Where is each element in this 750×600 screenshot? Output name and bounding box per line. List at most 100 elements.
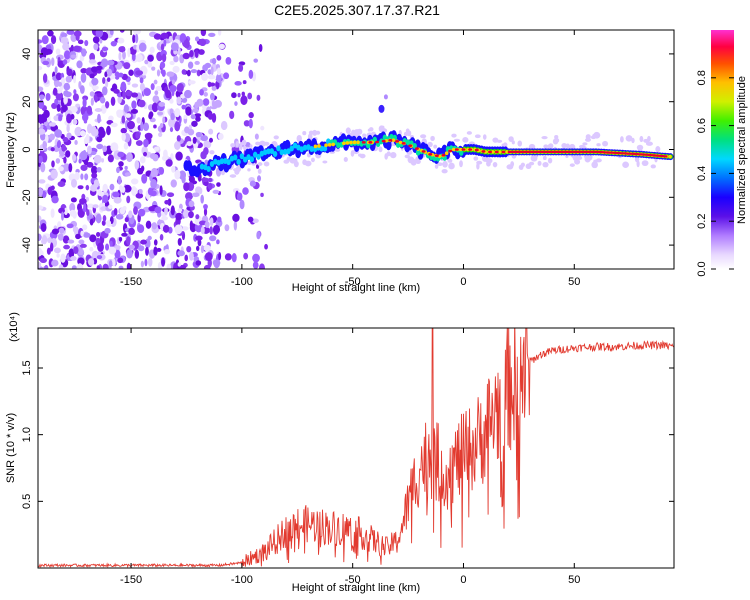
trace-core-cell: [213, 158, 218, 165]
noise-cell: [92, 204, 99, 209]
noise-cell: [175, 212, 183, 221]
noise-cell: [173, 55, 179, 63]
noise-cell: [200, 135, 209, 142]
trace-core-cell: [356, 140, 360, 145]
noise-cell: [105, 101, 110, 109]
noise-cell: [248, 112, 254, 119]
noise-cell: [110, 122, 118, 128]
halo-cell: [247, 168, 251, 172]
trace-core-cell: [229, 155, 235, 162]
halo-cell: [368, 127, 374, 132]
halo-cell: [234, 168, 240, 175]
trace-core-cell: [206, 166, 211, 173]
noise-cell: [188, 176, 195, 183]
halo-cell: [310, 157, 315, 163]
halo-cell: [386, 151, 391, 157]
noise-cell: [248, 118, 253, 129]
noise-cell: [126, 120, 135, 130]
noise-cell: [134, 160, 140, 170]
noise-cell: [130, 108, 139, 114]
noise-cell: [194, 113, 202, 118]
noise-cell: [207, 74, 216, 80]
halo-cell: [462, 137, 469, 143]
colorbar-tick-label: 0.0: [696, 261, 708, 276]
noise-cell: [140, 121, 144, 132]
noise-cell: [216, 182, 221, 187]
y-tick-label: 1.5: [21, 360, 33, 375]
noise-cell: [70, 113, 75, 120]
noise-cell: [258, 263, 265, 269]
noise-cell: [95, 213, 102, 224]
halo-cell: [530, 154, 538, 162]
noise-cell: [135, 131, 141, 139]
noise-cell: [51, 57, 55, 66]
noise-cell: [194, 222, 203, 233]
noise-cell: [55, 158, 61, 164]
noise-cell: [212, 189, 220, 194]
noise-cell: [102, 183, 108, 193]
noise-cell: [151, 66, 156, 71]
noise-cell: [113, 196, 122, 204]
halo-cell: [257, 168, 262, 174]
noise-cell: [109, 30, 114, 36]
noise-cell: [126, 249, 133, 259]
noise-cell: [105, 243, 110, 251]
noise-cell: [238, 64, 244, 72]
noise-cell: [138, 188, 143, 195]
noise-cell: [86, 105, 93, 115]
noise-cell: [115, 213, 124, 220]
noise-cell: [45, 92, 51, 101]
noise-cell: [90, 125, 97, 135]
noise-cell: [136, 117, 141, 124]
noise-cell: [118, 237, 123, 242]
noise-cell: [41, 235, 48, 245]
noise-cell: [38, 261, 42, 268]
halo-cell: [554, 135, 559, 140]
trace-peak-cell: [421, 150, 426, 153]
halo-cell: [283, 159, 290, 164]
colorbar-tick-label: 0.4: [696, 166, 708, 181]
halo-cell: [230, 143, 236, 148]
halo-cell: [574, 158, 581, 165]
chart-title: C2E5.2025.307.17.37.R21: [274, 2, 440, 18]
noise-cell: [252, 261, 259, 269]
noise-cell: [47, 186, 52, 196]
noise-cell: [209, 226, 213, 235]
noise-cell: [150, 83, 155, 91]
noise-cell: [47, 30, 54, 37]
trace-core-cell: [319, 145, 324, 152]
x-tick-label: -150: [120, 276, 142, 288]
trace-core-cell: [342, 141, 346, 146]
noise-cell: [198, 220, 207, 226]
halo-cell: [639, 135, 644, 143]
halo-cell: [596, 143, 601, 147]
trace-core-cell: [209, 160, 215, 167]
noise-cell: [123, 184, 132, 193]
trace-core-cell: [326, 138, 331, 145]
noise-cell: [42, 73, 48, 84]
noise-cell: [50, 35, 57, 45]
noise-cell: [200, 226, 205, 235]
halo-cell: [249, 144, 253, 148]
noise-cell: [124, 217, 129, 223]
noise-cell: [62, 42, 70, 51]
noise-cell: [63, 244, 70, 250]
noise-cell: [122, 51, 126, 60]
noise-cell: [85, 133, 90, 144]
noise-cell: [150, 170, 158, 178]
noise-cell: [55, 48, 61, 55]
trace-peak-cell: [488, 150, 493, 154]
halo-cell: [229, 174, 237, 178]
noise-cell: [110, 96, 116, 107]
trace-core-cell: [282, 148, 288, 155]
trace-core-cell: [313, 144, 318, 149]
halo-cell: [602, 140, 609, 147]
noise-cell: [83, 119, 88, 124]
noise-cell: [50, 169, 58, 180]
x-tick-label: 0: [460, 276, 466, 288]
noise-cell: [234, 81, 242, 86]
noise-cell: [144, 258, 148, 267]
noise-cell: [108, 260, 113, 268]
noise-cell: [195, 260, 202, 266]
noise-cell: [97, 113, 101, 124]
